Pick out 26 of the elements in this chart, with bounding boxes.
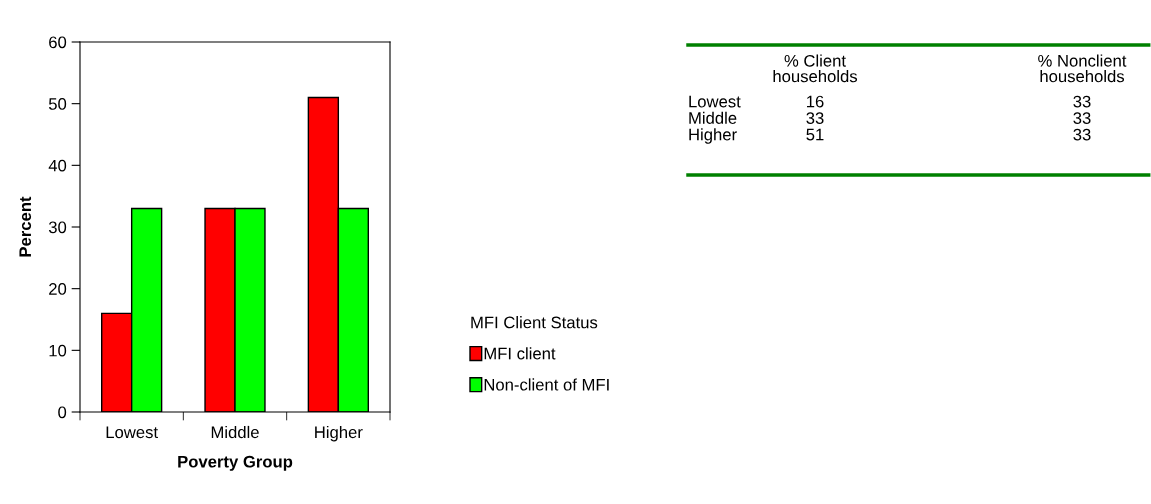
x-tick-label: Middle [211,425,259,439]
category-label: Middle [689,111,737,124]
legend-label: MFI client [484,347,556,360]
data-label: 33 [1073,95,1091,108]
y-tick-label: 60 [49,36,67,49]
y-tick-label: 0 [58,406,67,419]
y-axis-title: Percent [19,196,32,257]
y-tick-label: 10 [49,344,67,357]
y-tick-label: 40 [48,159,67,172]
x-tick-label: Lowest [106,426,158,439]
x-axis-title: Poverty Group [178,455,293,471]
category-label: Higher [689,128,737,144]
data-label: 51 [806,128,824,141]
data-label: 16 [807,95,824,108]
category-label: Lowest [689,95,741,108]
x-tick-label: Higher [315,425,363,442]
data-label: 33 [806,112,824,124]
y-tick-label: 30 [48,221,67,234]
data-label: 33 [1073,112,1091,124]
y-tick-label: 50 [48,98,67,110]
legend-title: MFI Client Status [471,316,598,329]
y-tick-label: 20 [49,283,67,295]
legend-label: Non-client of MFI [484,378,609,391]
data-label: 33 [1073,128,1091,141]
text: % Client households [773,54,858,83]
text: % Nonclient households [1038,54,1127,83]
